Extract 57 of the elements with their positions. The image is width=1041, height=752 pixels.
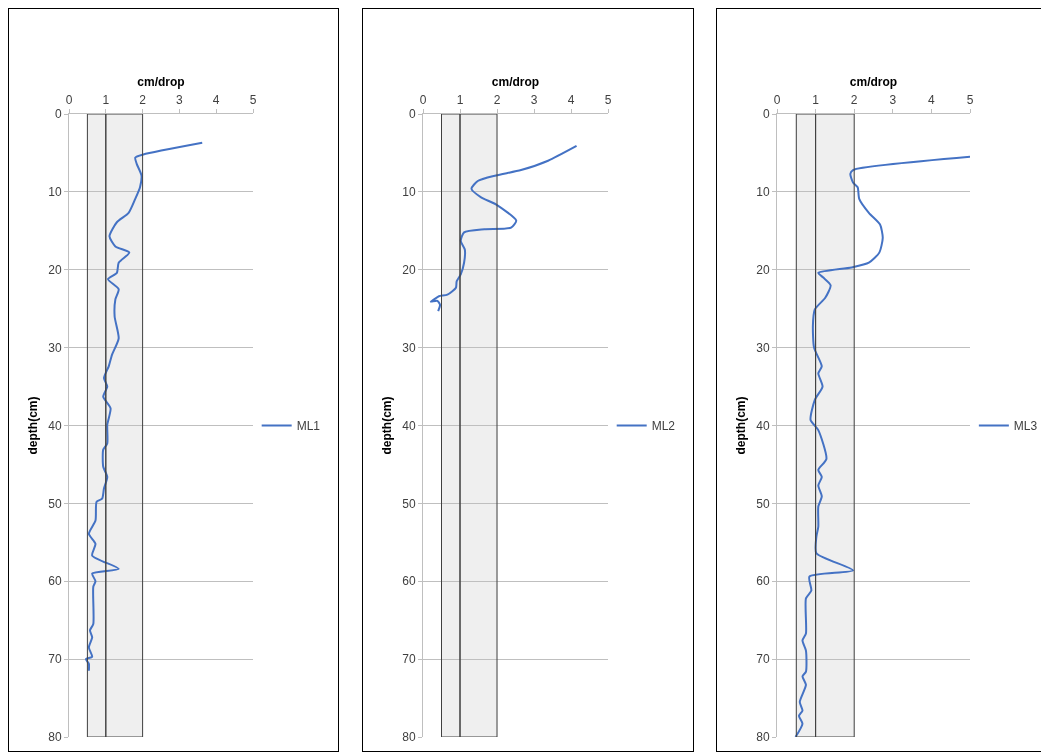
y-tick-label: 40 (402, 418, 416, 433)
x-axis-title: cm/drop (849, 74, 898, 89)
x-tick-label: 2 (850, 93, 858, 108)
y-tick-label: 80 (756, 730, 770, 745)
y-tick-label: 10 (48, 185, 62, 200)
y-tick-label: 10 (402, 185, 416, 200)
y-tick-label: 30 (402, 340, 416, 355)
x-tick-label: 3 (889, 93, 897, 108)
x-tick-label: 1 (102, 93, 110, 108)
x-tick-label: 5 (966, 93, 974, 108)
y-tick-label: 60 (756, 574, 770, 589)
legend-label: ML2 (651, 419, 676, 434)
x-tick-label: 3 (176, 93, 184, 108)
x-tick-label: 1 (456, 93, 464, 108)
x-tick-label: 1 (812, 93, 820, 108)
x-tick-label: 2 (139, 93, 147, 108)
x-axis-title: cm/drop (137, 74, 185, 89)
x-tick-label: 4 (928, 93, 936, 108)
y-axis-title: depth(cm) (733, 396, 748, 455)
y-tick-label: 60 (48, 574, 62, 589)
x-axis-title: cm/drop (491, 74, 540, 89)
x-tick-label: 0 (419, 93, 427, 108)
y-tick-label: 20 (756, 262, 770, 277)
y-tick-label: 0 (408, 107, 416, 122)
y-tick-label: 50 (48, 496, 62, 511)
line-series (84, 141, 204, 672)
y-tick-label: 20 (48, 262, 62, 277)
y-tick-label: 40 (756, 418, 770, 433)
x-tick-label: 0 (773, 93, 781, 108)
x-tick-label: 2 (493, 93, 501, 108)
y-tick-label: 50 (402, 496, 416, 511)
y-tick-label: 10 (756, 185, 770, 200)
y-tick-label: 80 (402, 730, 416, 745)
x-tick-label: 5 (249, 93, 257, 108)
x-tick-label: 0 (65, 93, 73, 108)
y-axis-title: depth(cm) (25, 396, 40, 455)
x-tick-label: 5 (604, 93, 612, 108)
y-tick-label: 70 (756, 652, 770, 667)
legend-label: ML3 (1013, 419, 1038, 434)
y-tick-label: 60 (402, 574, 416, 589)
legend-label: ML1 (296, 419, 321, 434)
y-tick-label: 30 (756, 340, 770, 355)
x-tick-label: 4 (212, 93, 220, 108)
line-series (429, 144, 578, 313)
y-tick-label: 20 (402, 262, 416, 277)
y-tick-label: 50 (756, 496, 770, 511)
y-tick-label: 80 (48, 730, 62, 745)
x-tick-label: 4 (567, 93, 575, 108)
line-series (794, 155, 970, 737)
y-axis-title: depth(cm) (379, 396, 394, 455)
y-tick-label: 0 (762, 107, 770, 122)
x-tick-label: 3 (530, 93, 538, 108)
y-tick-label: 0 (54, 107, 62, 122)
y-tick-label: 70 (48, 652, 62, 667)
y-tick-label: 70 (402, 652, 416, 667)
y-tick-label: 40 (48, 418, 62, 433)
y-tick-label: 30 (48, 340, 62, 355)
